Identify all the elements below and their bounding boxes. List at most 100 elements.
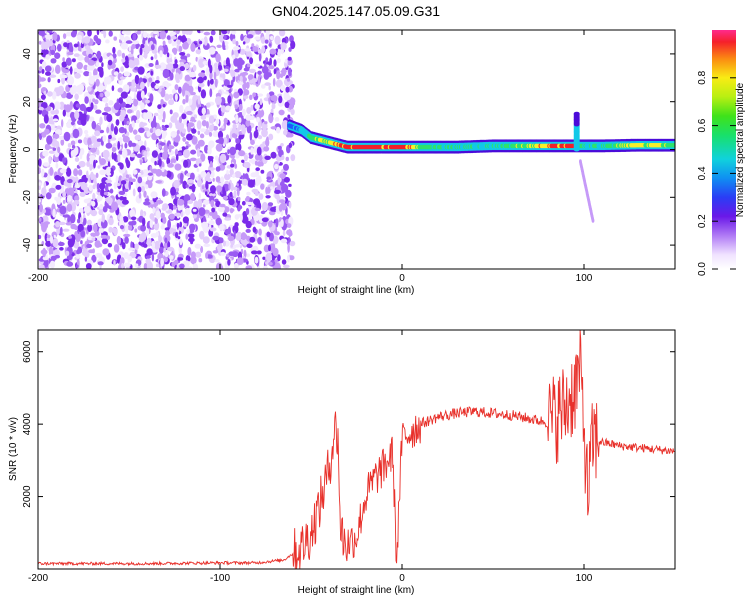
spectrogram-noise-cell — [140, 209, 144, 218]
spectrogram-noise-cell — [268, 261, 273, 266]
spectrogram-noise-cell — [249, 94, 253, 101]
spectrogram-noise-cell — [284, 101, 290, 109]
spectrogram-noise-cell — [153, 224, 158, 230]
spectrogram-noise-cell — [245, 81, 250, 89]
spectrogram-noise-cell — [86, 161, 90, 168]
spectrogram-noise-cell — [281, 259, 287, 265]
spectrogram-noise-cell — [270, 207, 276, 212]
spectrogram-noise-cell — [290, 40, 296, 50]
spectrogram-noise-cell — [219, 265, 224, 269]
spectrogram-noise-cell — [205, 102, 211, 108]
spectrogram-noise-cell — [146, 248, 153, 256]
spectrogram-noise-cell — [62, 228, 70, 232]
spectrogram-noise-cell — [238, 150, 246, 157]
spectrogram-noise-cell — [277, 177, 281, 185]
spectrogram-noise-cell — [196, 168, 200, 172]
spectrogram-noise-cell — [82, 221, 86, 226]
spectrogram-noise-cell — [123, 233, 131, 238]
spectrogram-noise-cell — [133, 99, 139, 107]
spectrogram-x-ticks: -200 -100 0 100 — [28, 30, 593, 284]
spectrogram-noise-cell — [124, 142, 128, 149]
spectrogram-noise-cell — [203, 36, 208, 46]
spectrogram-noise-cell — [175, 232, 179, 239]
spectrogram-noise-cell — [229, 168, 234, 175]
spectrogram-noise-cell — [201, 221, 209, 229]
spectrogram-noise-cell — [184, 30, 191, 35]
spectrogram-noise-cell — [39, 130, 42, 134]
spectrogram-noise-cell — [73, 240, 80, 249]
spectrogram-noise-cell — [154, 240, 160, 250]
spectrogram-noise-cell — [210, 199, 215, 208]
spectrogram-noise-cell — [43, 162, 50, 167]
spectrogram-noise-cell — [75, 139, 78, 144]
spectrogram-noise-cell — [253, 198, 261, 206]
spectrogram-noise-cell — [278, 204, 283, 212]
spectrogram-noise-cell — [250, 139, 255, 145]
spectrogram-noise-cell — [121, 263, 125, 269]
spectrogram-noise-cell — [109, 188, 114, 194]
snr-x-label: Height of straight line (km) — [298, 585, 415, 596]
spectrogram-noise-cell — [208, 131, 213, 137]
spectrogram-noise-cell — [281, 154, 285, 161]
spectrogram-noise-cell — [188, 229, 195, 234]
spectrogram-noise-cell — [55, 221, 61, 228]
spectrogram-noise-cell — [265, 32, 270, 42]
spectrogram-noise-cell — [178, 116, 183, 124]
spectrogram-noise-cell — [143, 31, 148, 39]
spectrogram-noise-cell — [73, 67, 79, 73]
spectrogram-noise-cell — [140, 171, 144, 175]
spectrogram-noise-cell — [88, 53, 93, 59]
spectrogram-noise-cell — [228, 198, 235, 206]
spectrogram-noise-cell — [241, 127, 246, 135]
spectrogram-noise-cell — [75, 233, 81, 243]
spectrogram-noise-cell — [108, 134, 112, 140]
spectrogram-noise-cell — [101, 112, 109, 116]
spectrogram-noise-cell — [61, 61, 68, 68]
spectrogram-noise-cell — [246, 191, 251, 196]
spectrogram-noise-cell — [213, 71, 217, 81]
spectrogram-noise-cell — [209, 227, 217, 232]
spectrogram-noise-cell — [131, 40, 140, 45]
spectrogram-noise-cell — [117, 140, 121, 150]
spectrogram-noise-cell — [86, 153, 91, 163]
spectrogram-noise-cell — [80, 240, 83, 245]
spectrogram-noise-cell — [215, 53, 221, 63]
chart-title: GN04.2025.147.05.09.G31 — [272, 3, 440, 19]
spectrogram-noise-cell — [198, 72, 206, 78]
spectrogram-noise-cell — [160, 212, 165, 219]
spectrogram-noise-cell — [76, 34, 83, 41]
spectrogram-noise-cell — [84, 256, 88, 262]
spectrogram-noise-cell — [46, 135, 53, 145]
spectrogram-noise-cell — [105, 197, 111, 203]
spectrogram-noise-cell — [131, 216, 137, 221]
spectrogram-noise-cell — [255, 63, 261, 67]
spectrogram-y-tick-label: 0 — [22, 146, 33, 152]
spectrogram-noise-cell — [90, 102, 94, 110]
spectrogram-noise-cell — [69, 101, 74, 110]
spectrogram-noise-cell — [183, 159, 189, 168]
spectrogram-noise-cell — [219, 237, 224, 244]
spectrogram-noise-cell — [276, 58, 281, 64]
spectrogram-noise-cell — [38, 198, 41, 204]
spectrogram-noise-cell — [78, 160, 86, 168]
spectrogram-noise-cell — [69, 214, 76, 224]
spectrogram-noise-cell — [99, 68, 104, 78]
spectrogram-noise-cell — [190, 172, 195, 181]
spectrogram-noise-cell — [57, 43, 62, 52]
spectrogram-noise-cell — [161, 188, 166, 197]
spectrogram-noise-cell — [286, 77, 291, 82]
spectrogram-noise-cell — [47, 91, 53, 97]
spectrogram-noise-cell — [99, 203, 104, 211]
spectrogram-noise-cell — [95, 91, 100, 97]
spectrogram-noise-cell — [168, 143, 172, 153]
spectrogram-noise-cell — [289, 101, 296, 106]
spectrogram-noise-cell — [48, 116, 52, 125]
spectrogram-noise-cell — [222, 240, 226, 247]
spectrogram-noise-cell — [278, 95, 283, 104]
spectrogram-noise-cell — [105, 183, 112, 187]
spectrogram-noise-cell — [229, 146, 237, 156]
spectrogram-noise-cell — [217, 243, 223, 251]
spectrogram-noise-cell — [162, 68, 170, 79]
spectrogram-noise-cell — [63, 42, 68, 48]
spectrogram-noise-cell — [57, 85, 65, 95]
